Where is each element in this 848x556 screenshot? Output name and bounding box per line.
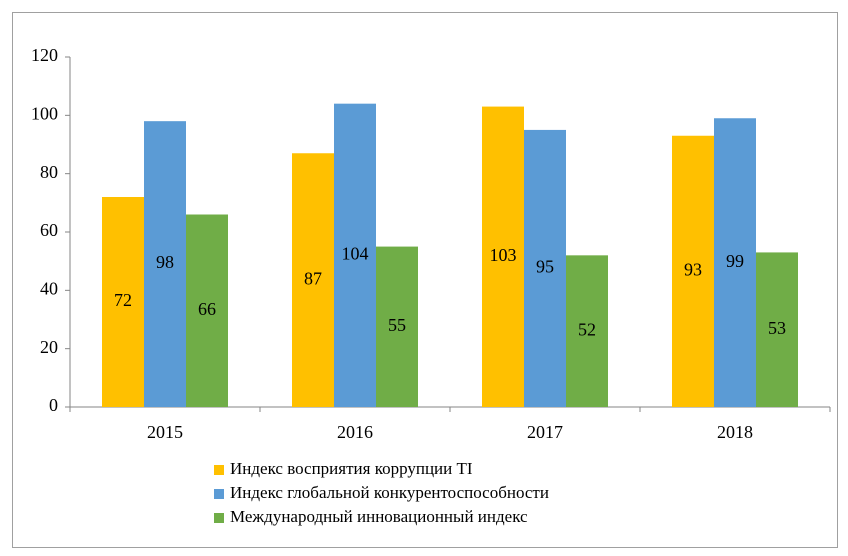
- data-label: 104: [342, 243, 369, 263]
- bar: [334, 103, 376, 408]
- data-label: 66: [198, 299, 216, 319]
- bar: [292, 153, 334, 407]
- y-tick-label: 40: [40, 278, 58, 298]
- x-tick-label: 2018: [717, 422, 753, 442]
- legend-swatch: [214, 513, 224, 523]
- y-tick-label: 120: [31, 45, 58, 65]
- bar: [566, 255, 608, 407]
- y-tick-label: 100: [31, 103, 58, 123]
- bar: [376, 246, 418, 407]
- legend-swatch: [214, 489, 224, 499]
- legend-swatch: [214, 465, 224, 475]
- data-label: 99: [726, 251, 744, 271]
- bar: [482, 106, 524, 407]
- legend-label: Индекс глобальной конкурентоспособности: [230, 483, 549, 502]
- data-label: 53: [768, 318, 786, 338]
- legend-label: Индекс восприятия коррупции TI: [230, 459, 473, 478]
- data-label: 72: [114, 290, 132, 310]
- data-label: 103: [490, 245, 517, 265]
- data-label: 98: [156, 252, 174, 272]
- bar: [144, 121, 186, 408]
- x-tick-label: 2017: [527, 422, 563, 442]
- x-tick-label: 2015: [147, 422, 183, 442]
- data-label: 52: [578, 319, 596, 339]
- bar: [524, 129, 566, 407]
- y-tick-label: 80: [40, 162, 58, 182]
- data-label: 87: [304, 268, 322, 288]
- bar: [756, 252, 798, 407]
- data-label: 95: [536, 257, 554, 277]
- bar: [714, 118, 756, 407]
- y-tick-label: 60: [40, 220, 58, 240]
- data-label: 55: [388, 315, 406, 335]
- bar: [102, 197, 144, 407]
- legend-label: Международный инновационный индекс: [230, 507, 528, 526]
- bar: [672, 135, 714, 407]
- x-tick-label: 2016: [337, 422, 373, 442]
- data-label: 93: [684, 260, 702, 280]
- y-tick-label: 20: [40, 337, 58, 357]
- bar: [186, 214, 228, 407]
- y-tick-label: 0: [49, 395, 58, 415]
